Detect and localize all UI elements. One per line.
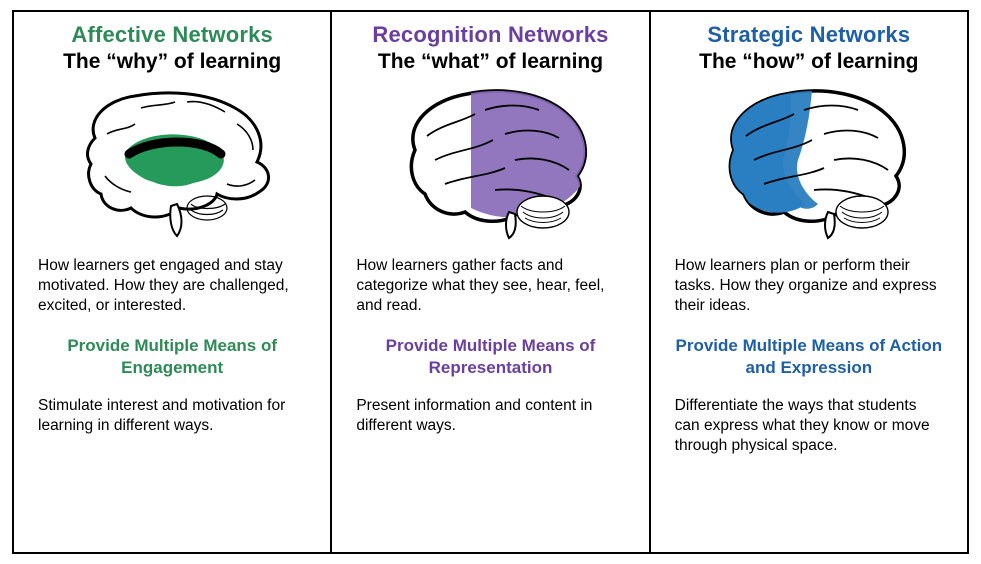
title-strategic: Strategic Networks [673,22,945,48]
brain-recognition [354,80,626,248]
subtitle-strategic: The “how” of learning [673,50,945,74]
brain-strategic [673,80,945,248]
means-strategic: Provide Multiple Means of Action and Exp… [673,335,945,378]
brain-sagittal-icon [57,80,287,240]
desc-recognition: How learners gather facts and categorize… [354,256,626,315]
means-affective: Provide Multiple Means of Engagement [36,335,308,378]
action-affective: Stimulate interest and motivation for le… [36,396,308,436]
col-affective: Affective Networks The “why” of learning [14,12,332,552]
title-affective: Affective Networks [36,22,308,48]
action-recognition: Present information and content in diffe… [354,396,626,436]
title-recognition: Recognition Networks [354,22,626,48]
brain-affective [36,80,308,248]
networks-grid: Affective Networks The “why” of learning [12,10,969,554]
desc-affective: How learners get engaged and stay motiva… [36,256,308,315]
brain-lateral-icon [375,80,605,240]
means-recognition: Provide Multiple Means of Representation [354,335,626,378]
desc-strategic: How learners plan or perform their tasks… [673,256,945,315]
col-recognition: Recognition Networks The “what” of learn… [332,12,650,552]
col-strategic: Strategic Networks The “how” of learning [651,12,967,552]
subtitle-affective: The “why” of learning [36,50,308,74]
brain-lateral-icon [694,80,924,240]
subtitle-recognition: The “what” of learning [354,50,626,74]
action-strategic: Differentiate the ways that students can… [673,396,945,455]
